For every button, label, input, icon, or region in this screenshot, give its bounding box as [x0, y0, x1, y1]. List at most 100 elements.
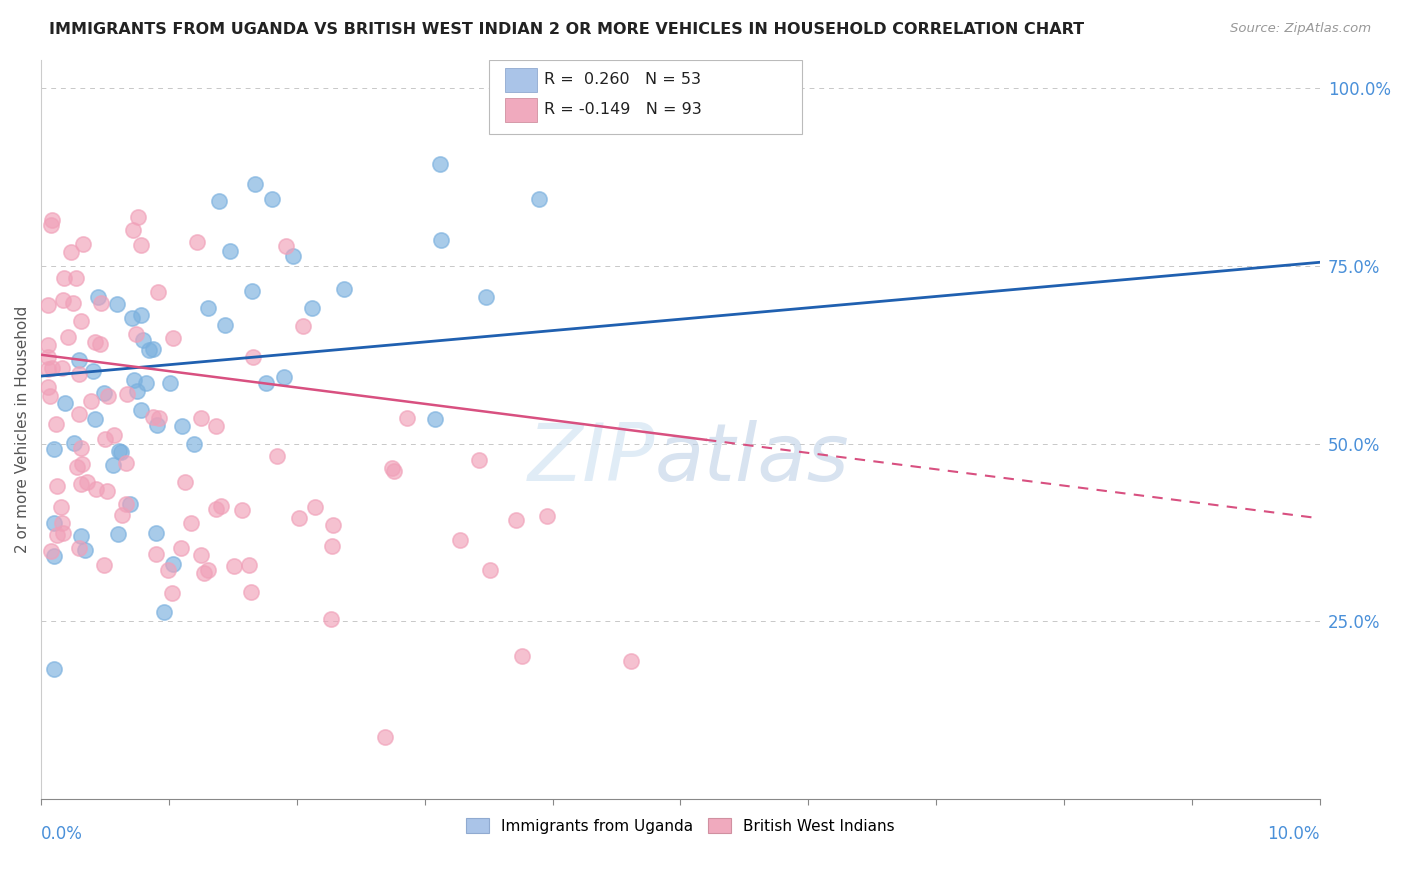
Point	[260, 193, 283, 207]
Point	[153, 605, 176, 619]
Point	[214, 318, 236, 333]
Point	[67, 407, 90, 421]
Point	[89, 337, 111, 351]
Point	[266, 449, 288, 463]
Point	[58, 330, 80, 344]
Point	[183, 437, 205, 451]
Point	[190, 411, 212, 425]
Point	[118, 497, 141, 511]
Text: Source: ZipAtlas.com: Source: ZipAtlas.com	[1230, 22, 1371, 36]
Point	[115, 497, 138, 511]
Point	[63, 436, 86, 450]
Point	[83, 412, 105, 426]
Point	[157, 563, 180, 577]
Point	[274, 238, 297, 252]
Point	[243, 178, 266, 192]
Point	[44, 662, 66, 676]
Point	[76, 475, 98, 489]
Point	[374, 731, 396, 745]
Point	[197, 563, 219, 577]
Text: R = -0.149   N = 93: R = -0.149 N = 93	[544, 102, 702, 117]
Point	[115, 457, 138, 471]
Point	[103, 427, 125, 442]
Point	[73, 543, 96, 558]
Point	[240, 284, 263, 298]
Point	[449, 533, 471, 547]
Point	[231, 502, 253, 516]
Point	[37, 298, 59, 312]
Point	[145, 547, 167, 561]
Point	[287, 511, 309, 525]
FancyBboxPatch shape	[489, 60, 801, 134]
Point	[80, 393, 103, 408]
Text: IMMIGRANTS FROM UGANDA VS BRITISH WEST INDIAN 2 OR MORE VEHICLES IN HOUSEHOLD CO: IMMIGRANTS FROM UGANDA VS BRITISH WEST I…	[49, 22, 1084, 37]
Point	[224, 559, 246, 574]
Point	[67, 541, 90, 556]
Text: atlas: atlas	[655, 420, 849, 498]
Point	[536, 508, 558, 523]
Point	[62, 296, 84, 310]
Point	[193, 566, 215, 580]
Point	[122, 373, 145, 387]
Point	[52, 293, 75, 307]
Point	[131, 308, 153, 322]
Point	[66, 459, 89, 474]
Point	[70, 457, 93, 471]
Point	[96, 484, 118, 499]
Point	[197, 301, 219, 315]
Point	[82, 363, 104, 377]
Point	[321, 539, 343, 553]
Point	[42, 516, 65, 531]
Point	[180, 516, 202, 530]
Point	[107, 444, 129, 458]
Point	[97, 389, 120, 403]
Point	[45, 417, 67, 431]
Text: ZIP: ZIP	[527, 420, 655, 498]
Point	[125, 326, 148, 341]
Point	[37, 361, 59, 376]
Point	[69, 477, 91, 491]
Point	[70, 529, 93, 543]
Point	[84, 483, 107, 497]
Point	[49, 500, 72, 514]
Point	[103, 458, 125, 473]
Point	[332, 283, 354, 297]
Point	[42, 549, 65, 563]
Point	[510, 648, 533, 663]
Point	[170, 541, 193, 555]
FancyBboxPatch shape	[505, 69, 537, 92]
Point	[148, 411, 170, 425]
Legend: Immigrants from Uganda, British West Indians: Immigrants from Uganda, British West Ind…	[460, 812, 901, 839]
Point	[52, 526, 75, 541]
Point	[186, 235, 208, 250]
Point	[240, 584, 263, 599]
Point	[209, 499, 232, 513]
Point	[304, 500, 326, 514]
Point	[254, 376, 277, 391]
Point	[479, 563, 502, 577]
Y-axis label: 2 or more Vehicles in Household: 2 or more Vehicles in Household	[15, 306, 30, 553]
Point	[41, 213, 63, 227]
Point	[121, 310, 143, 325]
Point	[84, 335, 107, 350]
Point	[39, 219, 62, 233]
Text: 10.0%: 10.0%	[1267, 825, 1320, 843]
Point	[468, 452, 491, 467]
Point	[39, 544, 62, 558]
Point	[145, 417, 167, 432]
Point	[145, 526, 167, 541]
Point	[70, 442, 93, 456]
Point	[111, 508, 134, 523]
Point	[129, 238, 152, 252]
Point	[273, 370, 295, 384]
Point	[396, 411, 419, 425]
Point	[94, 432, 117, 446]
Point	[664, 81, 686, 95]
Point	[86, 290, 108, 304]
Point	[429, 233, 451, 247]
Point	[162, 557, 184, 571]
Point	[53, 271, 76, 285]
Point	[322, 518, 344, 533]
Point	[291, 319, 314, 334]
Point	[242, 350, 264, 364]
